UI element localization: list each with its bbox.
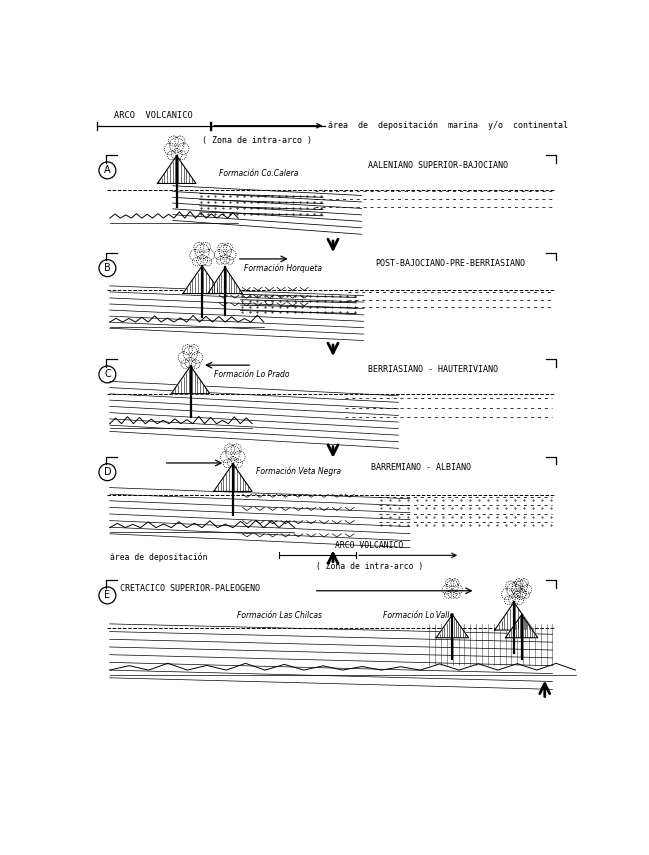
Polygon shape bbox=[183, 266, 221, 293]
Text: BARREMIANO - ALBIANO: BARREMIANO - ALBIANO bbox=[371, 463, 471, 472]
Text: área  de  depositación  marina  y/o  continental: área de depositación marina y/o continen… bbox=[328, 121, 569, 131]
Text: Formación Lo Prado: Formación Lo Prado bbox=[214, 370, 289, 379]
Text: D: D bbox=[104, 467, 111, 477]
Text: Formación Lo Valle: Formación Lo Valle bbox=[383, 610, 454, 620]
Text: área de depositación: área de depositación bbox=[110, 552, 207, 562]
Text: ( Zona de intra-arco ): ( Zona de intra-arco ) bbox=[202, 136, 312, 144]
Text: CRETACICO SUPERIOR-PALEOGENO: CRETACICO SUPERIOR-PALEOGENO bbox=[119, 584, 260, 593]
Text: E: E bbox=[104, 591, 110, 600]
Text: POST-BAJOCIANO-PRE-BERRIASIANO: POST-BAJOCIANO-PRE-BERRIASIANO bbox=[375, 259, 525, 268]
Polygon shape bbox=[214, 463, 252, 492]
Text: ( Zona de intra-arco ): ( Zona de intra-arco ) bbox=[316, 562, 423, 570]
Polygon shape bbox=[171, 366, 210, 393]
Text: C: C bbox=[104, 369, 111, 380]
Text: AALENIANO SUPERIOR-BAJOCIANO: AALENIANO SUPERIOR-BAJOCIANO bbox=[367, 161, 508, 170]
Polygon shape bbox=[208, 268, 243, 293]
Text: BERRIASIANO - HAUTERIVIANO: BERRIASIANO - HAUTERIVIANO bbox=[367, 365, 498, 374]
Text: Formación Veta Negra: Formación Veta Negra bbox=[256, 466, 341, 475]
Polygon shape bbox=[436, 615, 469, 638]
Text: A: A bbox=[104, 165, 111, 175]
Polygon shape bbox=[506, 615, 538, 638]
Text: Formación Las Chilcas: Formación Las Chilcas bbox=[237, 610, 322, 620]
Polygon shape bbox=[495, 602, 533, 630]
Text: ARCO VOLCANICO: ARCO VOLCANICO bbox=[336, 541, 404, 550]
Polygon shape bbox=[158, 156, 196, 184]
Text: B: B bbox=[104, 263, 111, 273]
Text: Formación Co.Calera: Formación Co.Calera bbox=[219, 168, 299, 178]
Text: ARCO  VOLCANICO: ARCO VOLCANICO bbox=[114, 111, 193, 121]
Text: Formación Horqueta: Formación Horqueta bbox=[245, 263, 323, 273]
